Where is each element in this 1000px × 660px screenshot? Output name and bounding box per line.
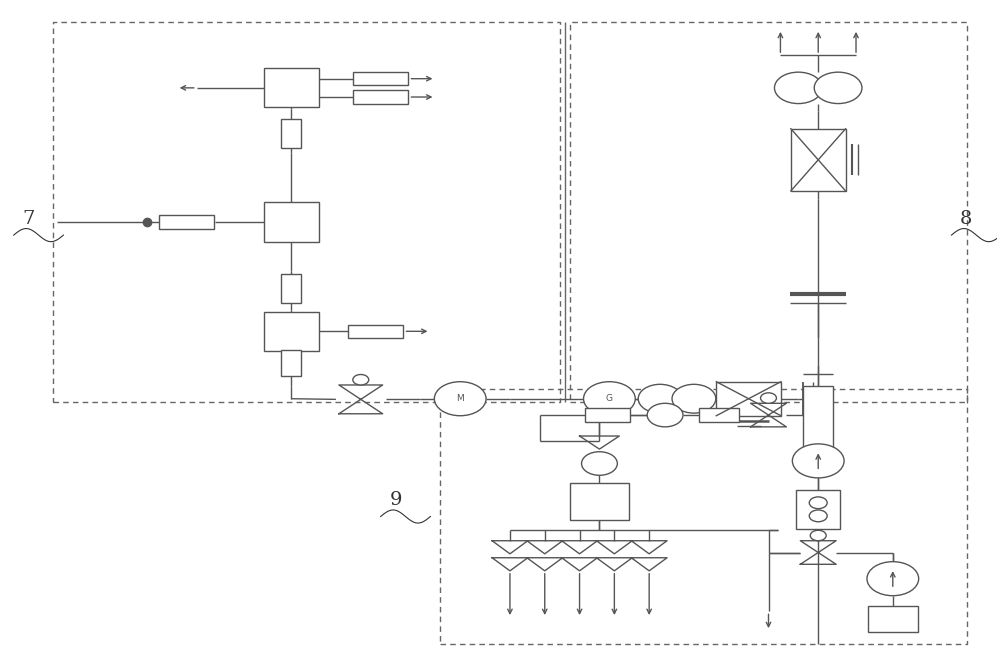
Circle shape [582,451,617,475]
Bar [281,350,301,376]
Circle shape [434,381,486,416]
Bar [281,119,301,148]
Circle shape [810,530,826,541]
Bar [585,408,630,422]
Circle shape [647,403,683,427]
Bar [868,606,918,632]
Text: 8: 8 [960,210,973,228]
Text: 7: 7 [22,210,35,228]
Bar [791,129,846,191]
Circle shape [867,562,919,596]
Bar [281,274,301,304]
Circle shape [638,384,682,413]
Bar [264,312,319,351]
Circle shape [774,72,822,104]
Bar [796,490,840,529]
Circle shape [584,381,635,416]
Bar [159,214,214,229]
Text: G: G [606,394,613,403]
Circle shape [809,497,827,509]
Circle shape [814,72,862,104]
Text: 9: 9 [389,491,402,509]
Bar [803,385,833,447]
Circle shape [672,384,716,413]
Bar [353,90,408,104]
Circle shape [792,444,844,478]
Bar [264,68,319,108]
Bar [699,408,739,422]
Bar [716,381,781,416]
Circle shape [761,393,776,403]
Bar [264,203,319,242]
Circle shape [353,374,369,385]
Bar [353,72,408,85]
Bar [570,483,629,520]
Text: M: M [456,394,464,403]
Circle shape [809,510,827,522]
Bar [348,325,403,338]
